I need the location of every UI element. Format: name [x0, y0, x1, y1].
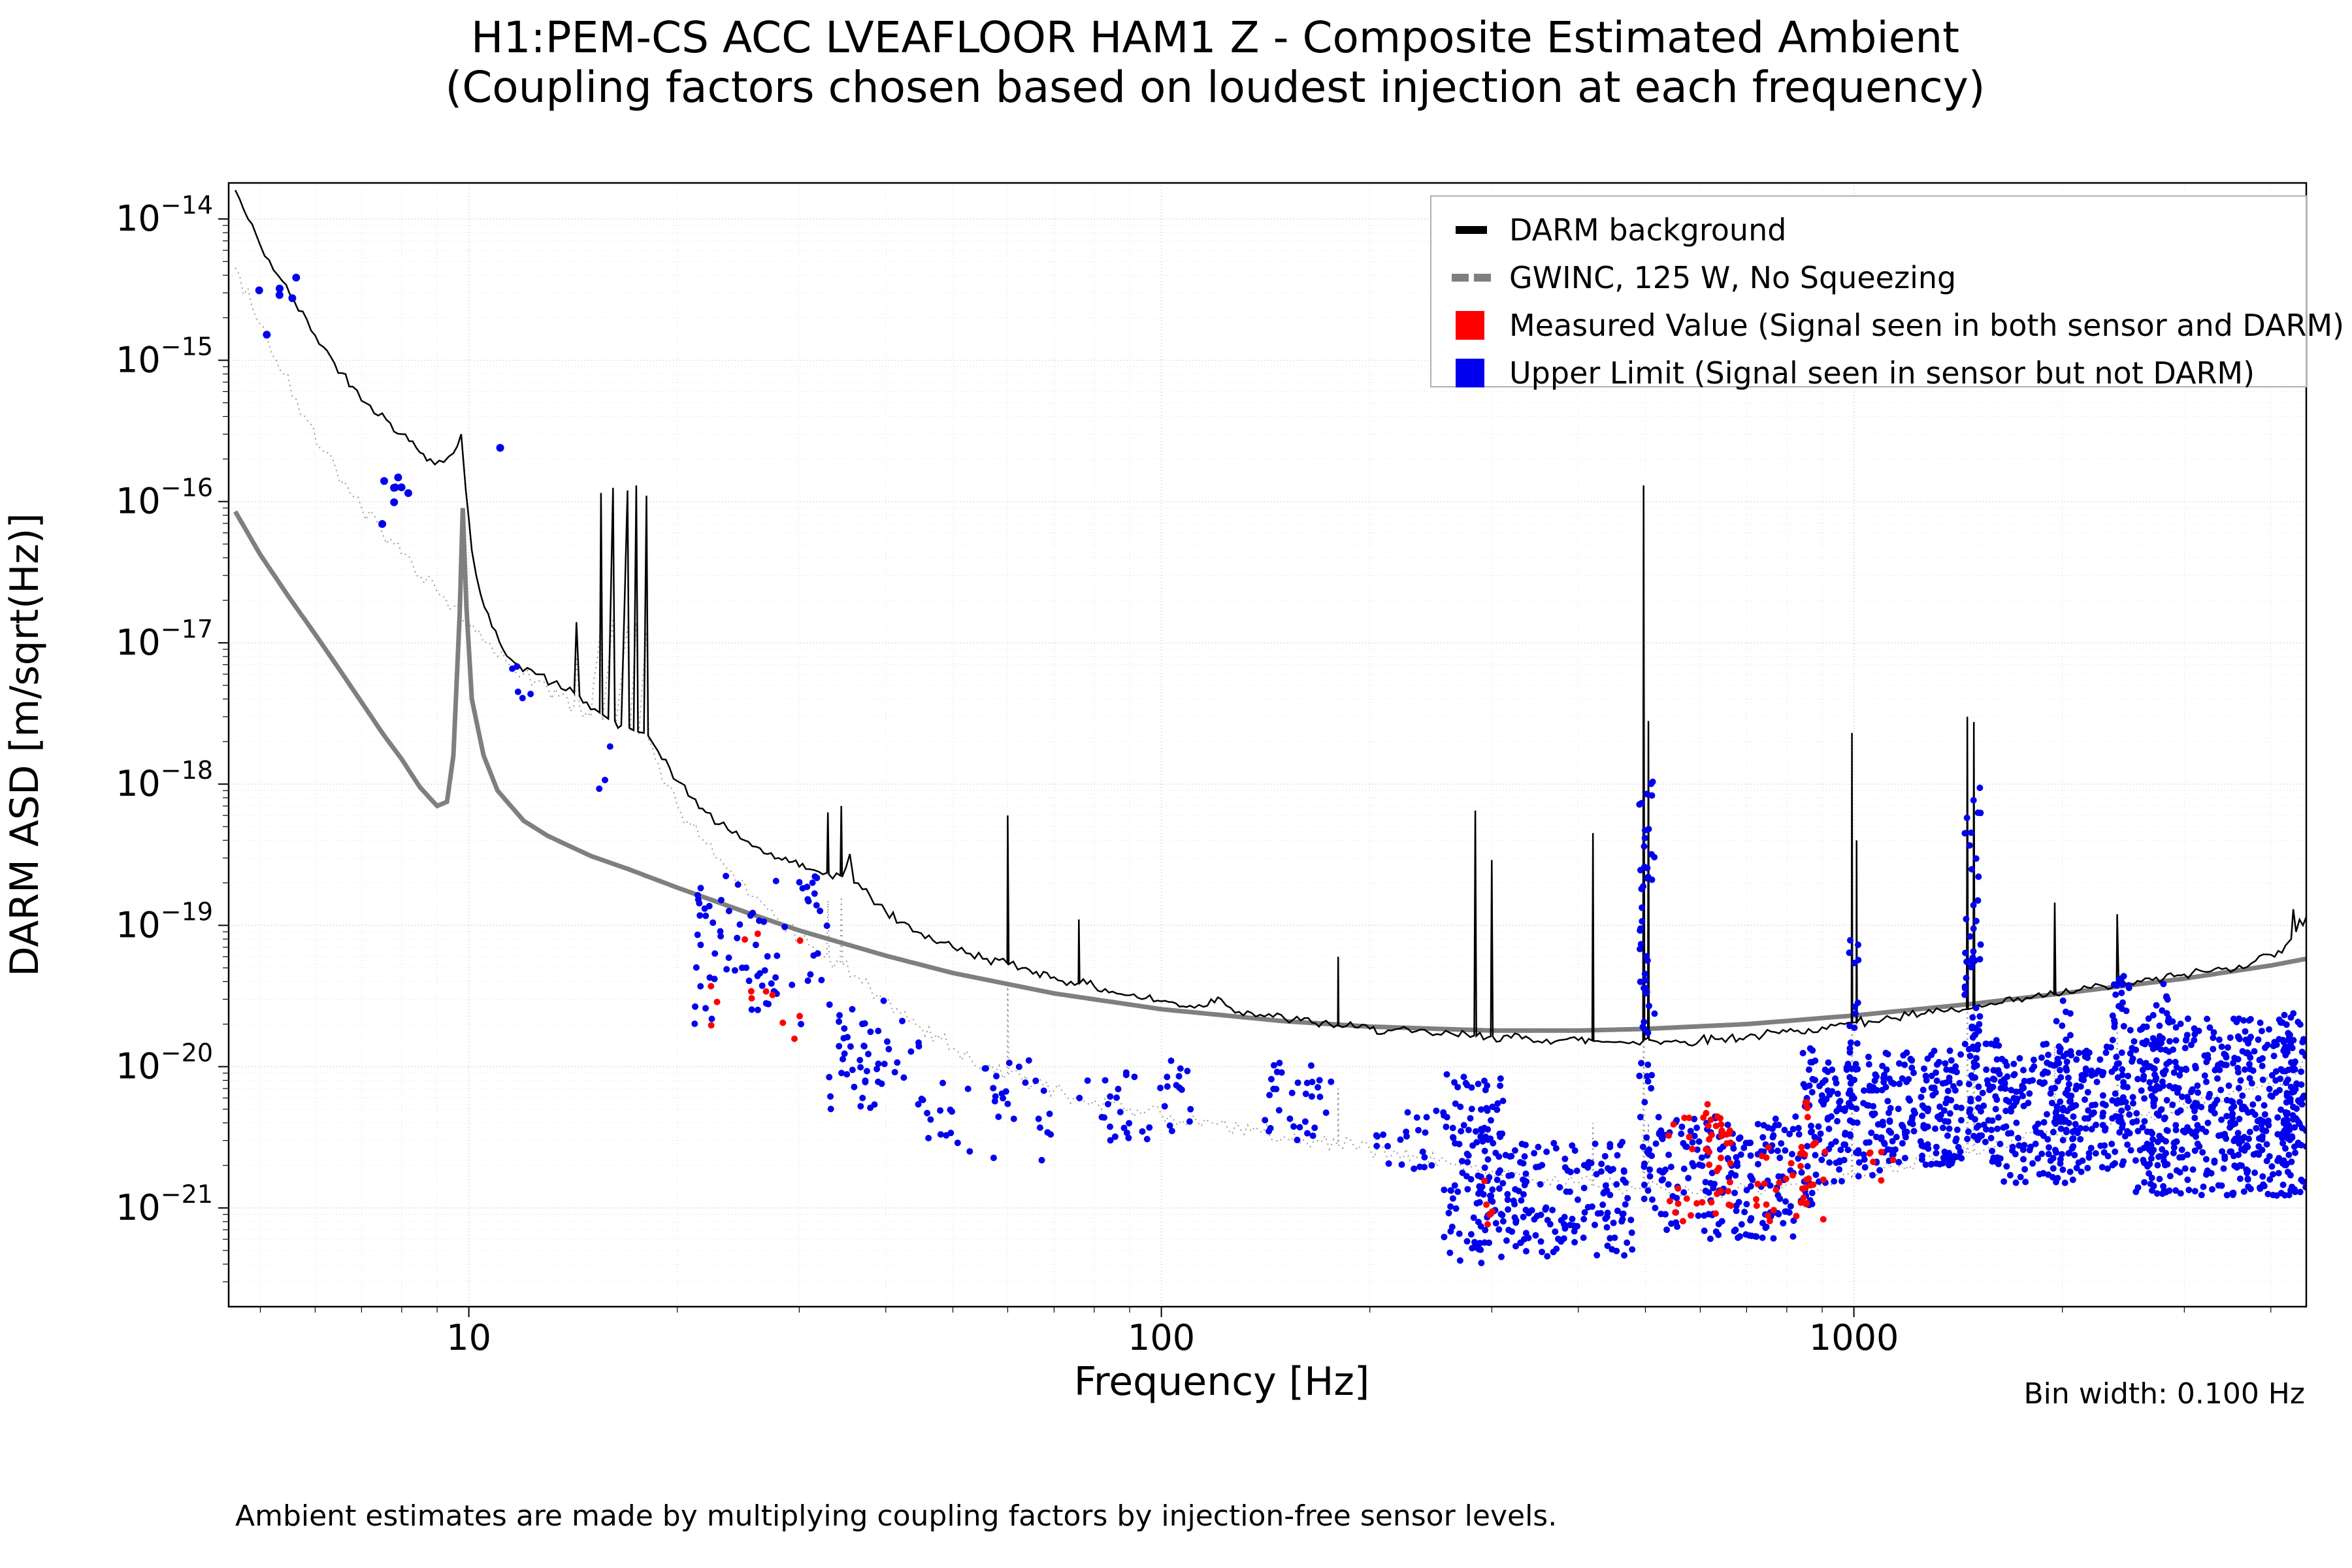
svg-text:10−21: 10−21 [116, 1180, 213, 1228]
svg-text:10: 10 [446, 1317, 491, 1358]
svg-text:10−18: 10−18 [116, 756, 213, 804]
series-gwinc [233, 508, 2306, 1033]
legend-entry-measured: Measured Value (Signal seen in both sens… [1456, 308, 2344, 343]
gwinc-dash-swatch [1452, 274, 1469, 282]
plot-border [227, 182, 2308, 1308]
y-axis-label: DARM ASD [m/sqrt(Hz)] [2, 513, 48, 977]
legend-label-upper: Upper Limit (Signal seen in sensor but n… [1509, 355, 2255, 391]
legend-label-gwinc: GWINC, 125 W, No Squeezing [1509, 260, 1956, 295]
svg-text:10−17: 10−17 [116, 615, 213, 663]
footnote: Ambient estimates are made by multiplyin… [235, 1499, 1557, 1533]
svg-text:100: 100 [1128, 1317, 1195, 1358]
legend: DARM background GWINC, 125 W, No Squeezi… [1430, 195, 2344, 391]
grid-layer [229, 183, 2306, 1307]
chart-subtitle: (Coupling factors chosen based on loudes… [445, 62, 1985, 112]
svg-text:10−15: 10−15 [116, 332, 213, 380]
scatter-layer [255, 273, 2306, 1267]
svg-text:10−20: 10−20 [116, 1039, 213, 1087]
svg-text:1000: 1000 [1809, 1317, 1899, 1358]
legend-entry-darm: DARM background [1456, 212, 1786, 248]
legend-label-measured: Measured Value (Signal seen in both sens… [1509, 308, 2344, 343]
darm-line-swatch [1456, 226, 1487, 234]
legend-box [1430, 195, 2307, 387]
legend-entry-gwinc: GWINC, 125 W, No Squeezing [1452, 260, 1956, 295]
legend-entry-upper: Upper Limit (Signal seen in sensor but n… [1456, 355, 2255, 391]
series-sensor-dotted [235, 267, 2306, 1200]
axes-layer: 10 100 1000 10−14 10−15 10−16 10−17 10−18 10−19 1… [116, 191, 2272, 1358]
svg-text:10−16: 10−16 [116, 474, 213, 522]
svg-text:10−19: 10−19 [116, 897, 213, 945]
measured-square-swatch [1456, 311, 1484, 340]
bin-width-note: Bin width: 0.100 Hz [2023, 1377, 2305, 1411]
svg-text:10−14: 10−14 [116, 191, 213, 239]
upper-square-swatch [1456, 359, 1484, 387]
legend-label-darm: DARM background [1509, 212, 1786, 248]
gwinc-dash-swatch [1474, 274, 1491, 282]
chart-title: H1:PEM-CS ACC LVEAFLOOR HAM1 Z - Composi… [471, 12, 1959, 63]
x-axis-label: Frequency [Hz] [1074, 1359, 1369, 1405]
